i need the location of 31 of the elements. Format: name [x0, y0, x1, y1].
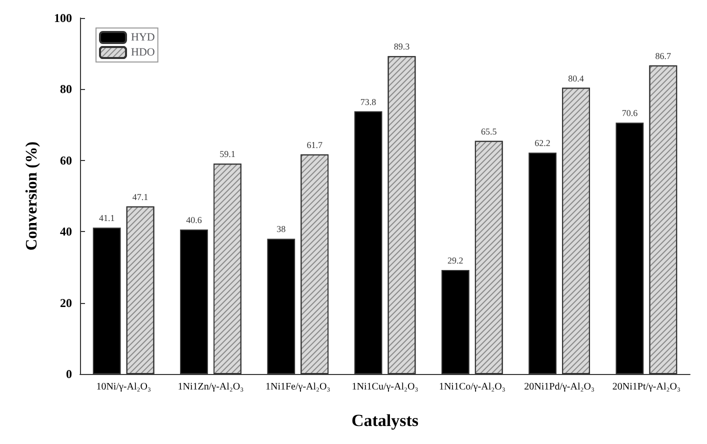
data-label: 47.1: [132, 192, 148, 202]
data-label: 61.7: [306, 140, 323, 150]
y-tick-label: 0: [66, 367, 72, 381]
data-label: 86.7: [655, 50, 672, 61]
x-tick-label: 1Ni1Cu/γ-Al₂O₃: [352, 382, 418, 392]
x-tick-label: 10Ni/γ-Al₂O₃: [96, 382, 151, 392]
data-label: 70.6: [622, 108, 638, 118]
x-tick-label: 20Ni1Pd/γ-Al₂O₃: [524, 382, 594, 392]
legend-label: HYD: [131, 32, 155, 44]
data-label: 29.2: [448, 256, 464, 266]
data-label: 41.1: [98, 213, 115, 224]
y-tick-label: 60: [60, 153, 72, 168]
x-tick-label: 20Ni1Pt/γ-Al₂O₃: [612, 382, 680, 392]
x-tick-label: 1Ni1Co/γ-Al₂O₃: [438, 382, 506, 392]
y-tick-label: 100: [54, 11, 72, 25]
data-label: 40.6: [186, 214, 202, 225]
data-label: 59.1: [220, 149, 236, 160]
y-tick-label: 40: [60, 224, 72, 239]
data-label: 73.8: [360, 96, 377, 107]
data-label: 65.5: [481, 126, 498, 136]
data-label: 89.3: [394, 42, 410, 52]
legend-label: HDO: [131, 46, 155, 58]
y-axis-title: Conversion (%): [24, 142, 40, 250]
data-label: 38: [276, 224, 286, 234]
y-tick-label: 20: [60, 296, 72, 310]
x-axis-title: Catalysts: [351, 411, 419, 430]
data-label: 62.2: [534, 138, 550, 148]
x-tick-label: 1Ni1Zn/γ-Al₂O₃: [178, 382, 244, 392]
data-label: 80.4: [568, 73, 584, 84]
x-tick-label: 1Ni1Fe/γ-Al₂O₃: [265, 382, 330, 392]
y-tick-label: 80: [60, 82, 72, 96]
